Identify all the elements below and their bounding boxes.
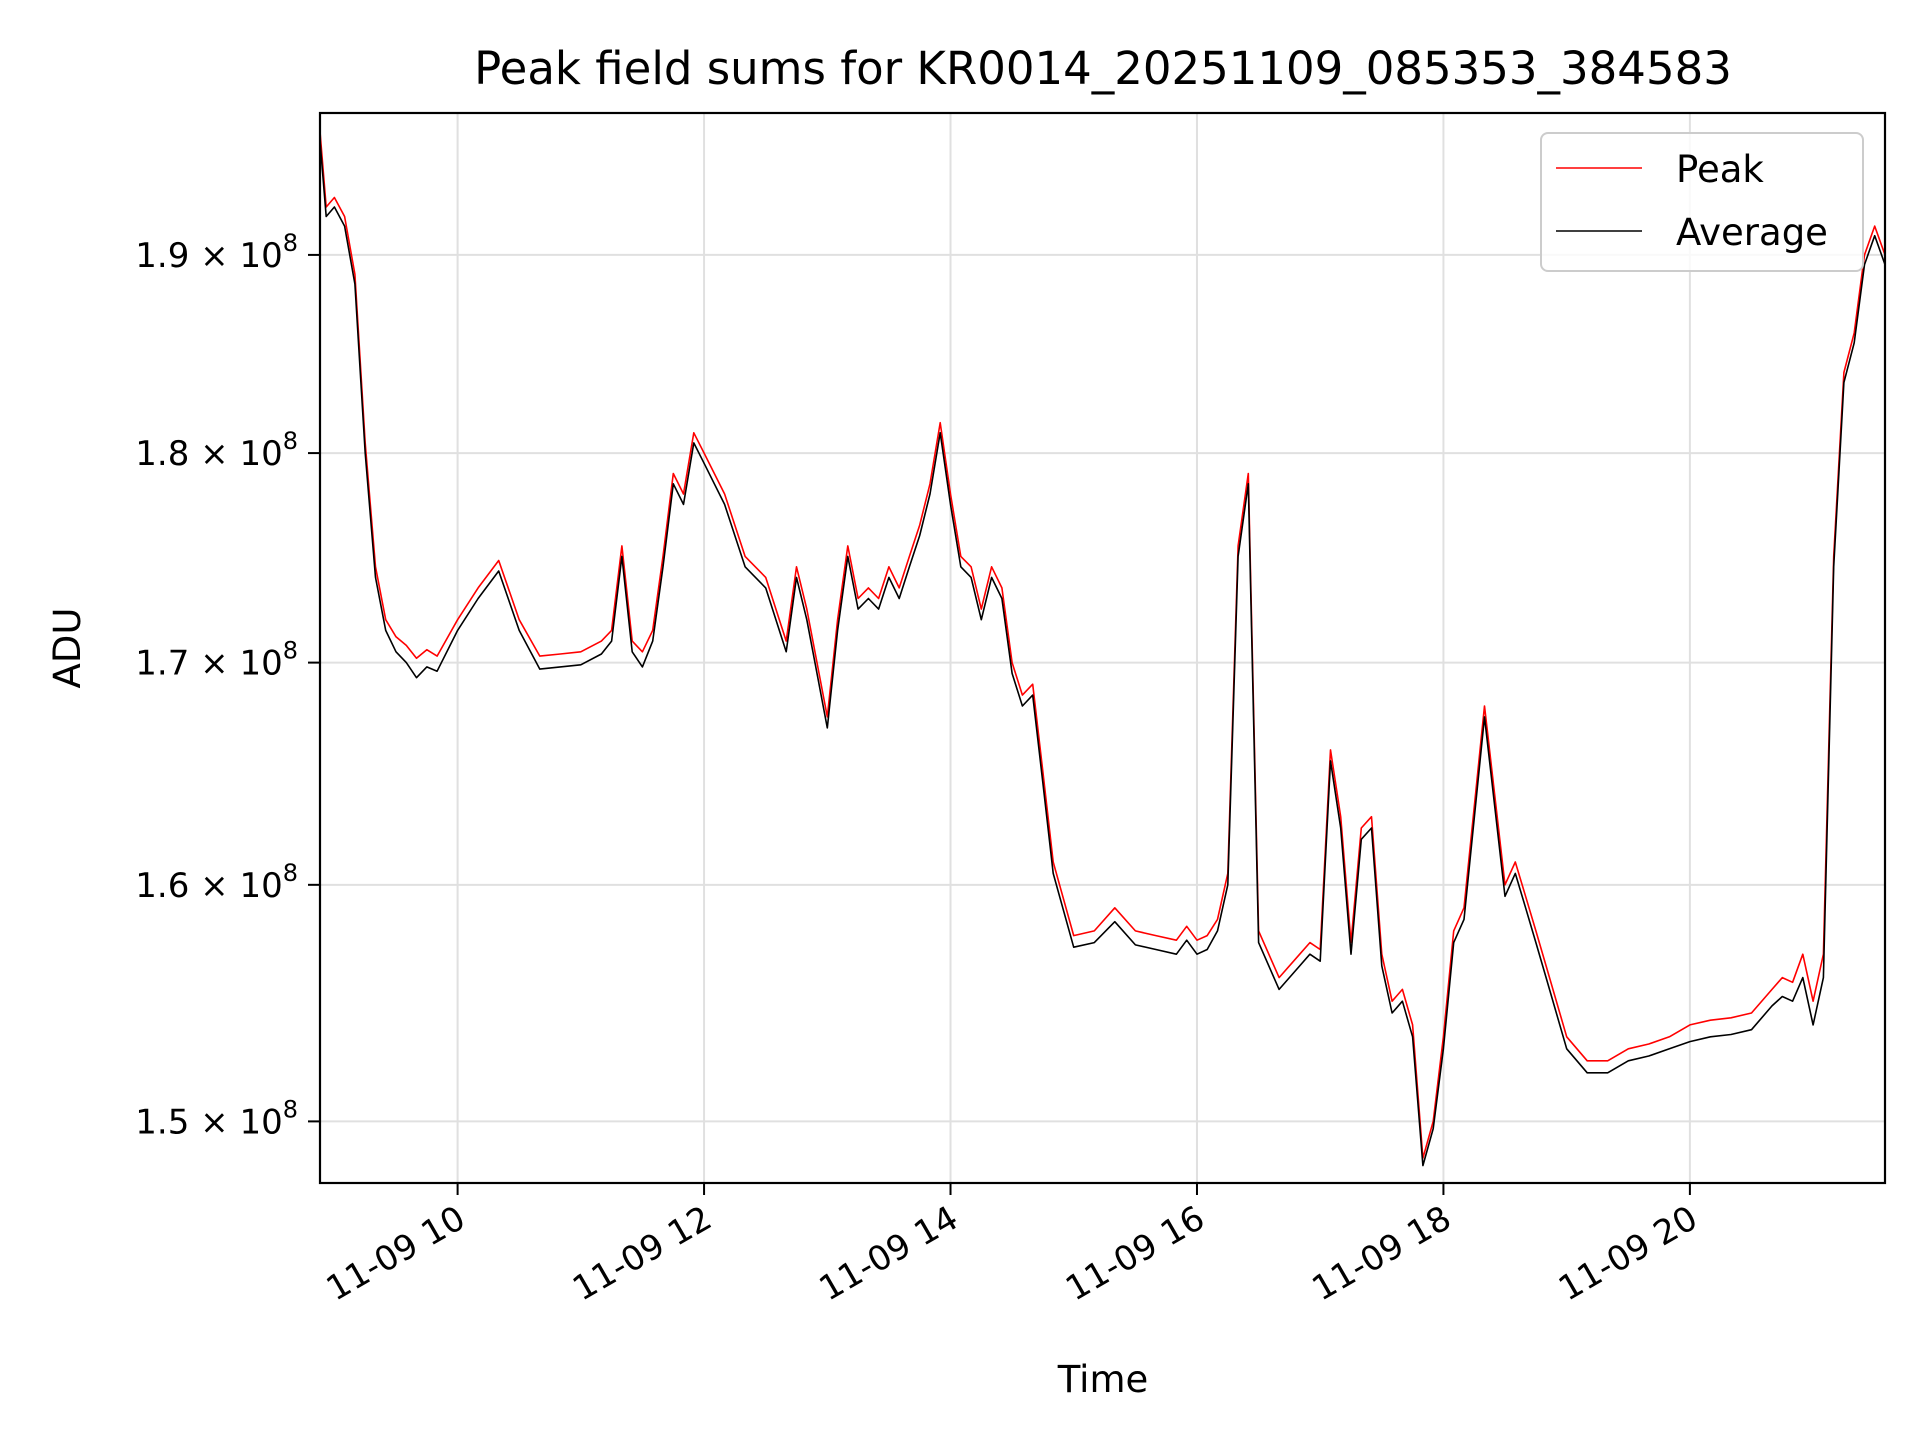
x-axis-label: Time bbox=[1057, 1358, 1149, 1401]
y-tick-label: 1.6 × 108 bbox=[135, 859, 298, 906]
y-tick-label: 1.7 × 108 bbox=[135, 637, 298, 684]
plot-frame bbox=[318, 111, 1887, 1185]
y-tick-mantissa: 1.6 × 10 bbox=[135, 866, 282, 906]
series-lines bbox=[319, 131, 1886, 1167]
chart-title: Peak field sums for KR0014_20251109_0853… bbox=[474, 42, 1732, 95]
legend: Peak Average bbox=[1540, 132, 1864, 272]
y-tick-exponent: 8 bbox=[283, 637, 298, 665]
y-tick-exponent: 8 bbox=[283, 427, 298, 455]
series-line-peak bbox=[319, 131, 1886, 1159]
y-tick-label: 1.9 × 108 bbox=[135, 229, 298, 276]
y-tick-label: 1.8 × 108 bbox=[135, 427, 298, 474]
legend-peak-label: Peak bbox=[1676, 148, 1764, 191]
series-line-average bbox=[319, 140, 1886, 1167]
y-tick-label: 1.5 × 108 bbox=[135, 1095, 298, 1142]
y-tick-mantissa: 1.9 × 10 bbox=[135, 236, 282, 276]
y-axis-label: ADU bbox=[46, 608, 89, 689]
y-tick-exponent: 8 bbox=[283, 229, 298, 257]
y-tick-exponent: 8 bbox=[283, 859, 298, 887]
y-tick-mantissa: 1.8 × 10 bbox=[135, 434, 282, 474]
y-tick-mantissa: 1.7 × 10 bbox=[135, 644, 282, 684]
y-tick-exponent: 8 bbox=[283, 1095, 298, 1123]
y-tick-mantissa: 1.5 × 10 bbox=[135, 1102, 282, 1142]
legend-average-label: Average bbox=[1676, 211, 1828, 254]
